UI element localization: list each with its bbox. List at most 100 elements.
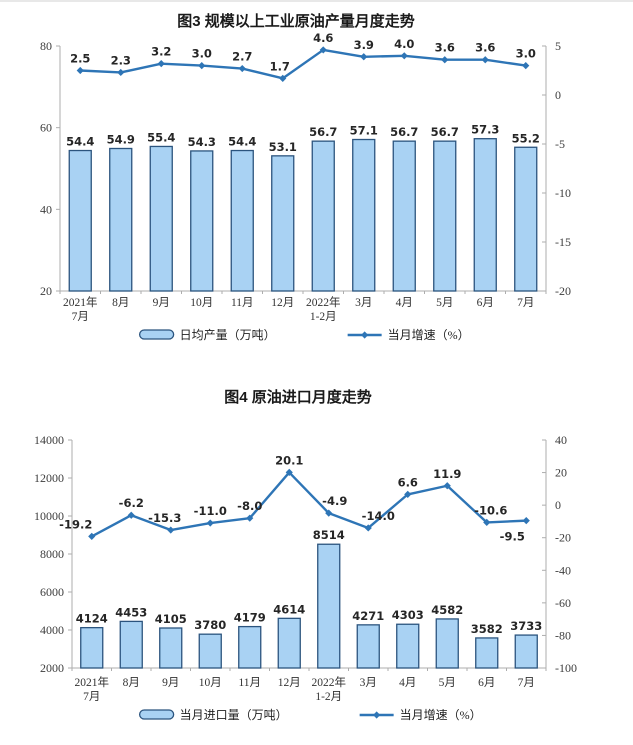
right-axis-tick-label: -10 [555,186,571,200]
left-axis-tick-label: 8000 [40,547,64,561]
right-axis-tick-label: -100 [555,661,577,675]
line-point-marker [238,64,246,73]
right-axis-tick-label: -40 [555,563,571,577]
line-point-marker [522,517,530,525]
bar [190,150,214,292]
x-category-label: 11月 [231,297,254,309]
trend-line [80,48,526,80]
line-point-marker [441,56,449,64]
bar [396,623,420,669]
right-axis-tick-label: -60 [555,596,571,610]
x-category-label: 11月 [238,677,261,689]
bar [392,140,416,292]
x-category-label: 2022年 [306,295,341,309]
line-point-marker [76,66,84,75]
bar-value-label: 4271 [352,609,384,623]
right-axis-tick-label: 5 [555,39,561,53]
line-point-marker [198,62,206,70]
x-category-label: 5月 [436,297,453,309]
x-category-label: 1-2月 [315,691,342,703]
bar-value-label: 53.1 [269,140,297,154]
line-point-marker [522,62,530,70]
right-axis-tick-label: -20 [555,284,571,298]
x-category-label: 2021年 [75,675,110,689]
right-axis-tick-label: -80 [555,628,571,642]
bar-value-label: 4453 [115,605,147,619]
x-category-label: 2022年 [312,675,347,689]
chart2-title: 图4 原油进口月度走势 [224,388,372,406]
bar-value-label: 56.7 [390,125,418,139]
x-category-label: 12月 [271,297,294,309]
bar [311,140,335,292]
line-point-marker [279,74,287,82]
bar [435,618,459,669]
line-value-label: -8.0 [237,499,262,513]
bar [473,138,497,292]
x-category-label: 4月 [396,297,413,309]
legend-bar-swatch [138,329,175,340]
left-axis-tick-label: 40 [40,202,52,216]
legend-bar-swatch [138,709,175,720]
bar-value-label: 4582 [431,603,463,617]
left-axis-tick-label: 6000 [40,585,64,599]
line-value-label: 3.9 [354,38,374,52]
line-point-marker [481,56,489,64]
bar-value-label: 54.3 [188,135,216,149]
bar [109,147,133,292]
bar [433,140,457,292]
x-category-label: 8月 [123,677,140,689]
line-value-label: -6.2 [119,496,144,510]
bar-value-label: 54.4 [66,135,94,149]
line-value-label: 2.5 [70,52,90,66]
bar-value-label: 56.7 [431,125,459,139]
x-category-label: 5月 [439,677,456,689]
x-category-label: 2021年 [63,295,98,309]
bar [352,138,376,292]
left-axis-tick-label: 12000 [34,471,64,485]
bar [475,637,499,669]
line-point-marker [285,468,293,477]
bar [230,149,254,292]
line-value-label: -10.6 [474,503,507,517]
bar [277,617,301,669]
right-axis-tick-label: 40 [555,433,567,447]
bar-value-label: 8514 [313,528,345,542]
bar [514,634,538,669]
bar-value-label: 3780 [194,618,226,632]
line-point-marker [364,524,372,532]
legend-line-marker [361,331,369,339]
bar [149,145,173,292]
line-point-marker [246,514,254,522]
bar [317,543,341,669]
line-point-marker [319,46,327,54]
line-point-marker [443,482,451,490]
line-value-label: 3.6 [435,41,455,55]
line-value-label: -9.5 [500,530,525,544]
bar [356,624,380,669]
bar-value-label: 56.7 [309,125,337,139]
x-category-label: 7月 [72,311,89,323]
line-point-marker [360,53,368,61]
x-category-label: 4月 [399,677,416,689]
bar-value-label: 4105 [155,612,187,626]
x-category-label: 7月 [518,677,535,689]
legend-line-marker [373,711,381,719]
legend-line-label: 当月增速（%） [400,708,482,722]
x-category-label: 3月 [360,677,377,689]
line-value-label: 3.0 [192,47,212,61]
x-category-label: 1-2月 [310,311,337,323]
bar [198,633,222,669]
bar [238,625,262,669]
line-point-marker [167,526,175,534]
bar-value-label: 4124 [76,612,108,626]
line-value-label: 20.1 [275,453,303,467]
legend-line-label: 当月增速（%） [388,328,470,342]
x-category-label: 6月 [478,677,495,689]
line-value-label: -14.0 [362,509,395,523]
bar-value-label: 4179 [234,611,266,625]
bar-value-label: 57.3 [471,123,499,137]
line-value-label: 2.7 [232,50,252,64]
line-value-label: 4.0 [394,37,414,51]
line-value-label: 3.6 [475,41,495,55]
